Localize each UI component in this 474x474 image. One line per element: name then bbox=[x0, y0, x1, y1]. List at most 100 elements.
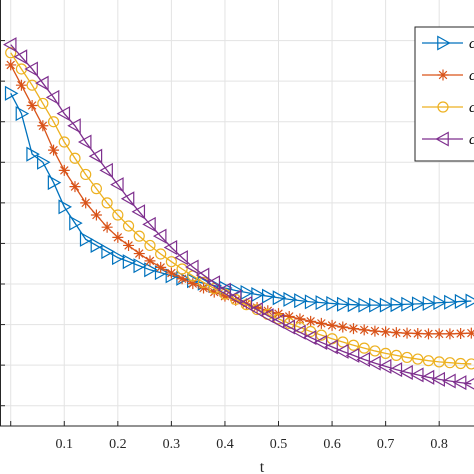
x-tick-label: 0.2 bbox=[109, 437, 127, 452]
series-2-point bbox=[380, 326, 392, 338]
series-1-point bbox=[90, 237, 105, 253]
series-1-point bbox=[37, 154, 51, 170]
series-1-point bbox=[251, 287, 265, 303]
series-1-point bbox=[369, 297, 383, 313]
series-2-point bbox=[5, 59, 17, 71]
series-1-point bbox=[133, 258, 147, 274]
series-4-point bbox=[356, 351, 371, 367]
series-3-line bbox=[10, 52, 472, 365]
series-2-point bbox=[369, 325, 381, 337]
series-2-point bbox=[37, 120, 49, 132]
series-4-point bbox=[88, 148, 103, 164]
series-2-point bbox=[58, 164, 70, 176]
series-1 bbox=[4, 85, 474, 313]
series-4-point bbox=[56, 106, 71, 122]
series-4-point bbox=[442, 373, 456, 389]
series-4-point bbox=[142, 216, 156, 232]
series-4-point bbox=[67, 118, 81, 134]
series-4-point bbox=[463, 378, 474, 390]
series-4-point bbox=[410, 367, 424, 383]
series-1-point bbox=[465, 293, 474, 309]
series-4-point bbox=[131, 204, 146, 220]
series-1-point bbox=[326, 295, 340, 311]
series-2-point bbox=[101, 221, 113, 233]
x-tick-label: 0.8 bbox=[430, 437, 448, 452]
series-3-point bbox=[133, 230, 145, 242]
x-tick-label: 0.3 bbox=[163, 437, 181, 452]
series-2-point bbox=[112, 231, 124, 243]
series-2-point bbox=[401, 327, 413, 339]
plot-series-group bbox=[2, 37, 474, 391]
series-1-point bbox=[154, 265, 169, 281]
series-3-point bbox=[112, 209, 124, 221]
series-4-point bbox=[260, 308, 274, 324]
series-1-point bbox=[26, 146, 40, 162]
legend: cccc bbox=[414, 26, 474, 162]
series-1-point bbox=[390, 297, 405, 313]
series-1-point bbox=[112, 250, 126, 266]
legend-entry-4: c bbox=[422, 131, 474, 148]
series-2-point bbox=[358, 324, 370, 336]
series-4-point bbox=[292, 324, 306, 340]
series-2-point bbox=[26, 99, 38, 111]
series-2-point bbox=[187, 278, 199, 290]
series-3-point bbox=[455, 357, 467, 370]
legend-marker bbox=[437, 101, 449, 113]
series-2-point bbox=[251, 302, 263, 314]
series-3 bbox=[5, 47, 474, 370]
series-3-point bbox=[176, 263, 188, 275]
series-3-point bbox=[80, 168, 92, 181]
series-2-point bbox=[444, 328, 456, 340]
series-2-point bbox=[455, 327, 467, 339]
series-2-point bbox=[198, 282, 210, 294]
series-4-point bbox=[195, 267, 210, 283]
series-4-point bbox=[377, 358, 392, 374]
series-1-point bbox=[358, 297, 372, 313]
x-tick-label: 0.4 bbox=[216, 437, 234, 452]
series-3-point bbox=[412, 353, 424, 365]
series-2-point bbox=[133, 248, 145, 260]
series-2-point bbox=[305, 315, 317, 327]
series-4-point bbox=[35, 75, 49, 91]
series-2-point bbox=[422, 328, 434, 340]
series-4-point bbox=[13, 49, 28, 65]
x-tick-label: 0.7 bbox=[377, 437, 395, 452]
series-3-point bbox=[122, 220, 135, 232]
series-3-point bbox=[433, 356, 445, 368]
series-2-point bbox=[15, 79, 27, 91]
series-1-point bbox=[444, 294, 458, 310]
series-4-point bbox=[270, 313, 285, 329]
series-1-point bbox=[79, 231, 94, 247]
series-3-point bbox=[422, 355, 435, 367]
legend-entry-1: c bbox=[422, 35, 474, 52]
legend-marker bbox=[437, 35, 451, 51]
series-2-point bbox=[90, 209, 102, 221]
series-4-point bbox=[24, 61, 38, 77]
series-4-point bbox=[152, 228, 167, 244]
series-2-point bbox=[208, 286, 220, 298]
series-1-point bbox=[15, 106, 30, 122]
series-3-point bbox=[390, 349, 402, 362]
series-4-point bbox=[399, 364, 413, 380]
series-3-point bbox=[465, 358, 474, 370]
series-1-point bbox=[272, 290, 287, 306]
series-1-point bbox=[122, 254, 137, 270]
series-4-point bbox=[45, 89, 60, 105]
x-tick-label: 0.5 bbox=[270, 437, 288, 452]
series-3-point bbox=[47, 116, 60, 128]
series-1-point bbox=[336, 296, 351, 312]
series-4 bbox=[2, 37, 474, 391]
series-4-point bbox=[367, 355, 381, 371]
series-2-point bbox=[337, 321, 349, 333]
series-4-point bbox=[281, 319, 296, 335]
series-1-point bbox=[69, 215, 83, 231]
series-3-point bbox=[401, 351, 413, 364]
series-3-point bbox=[101, 197, 113, 209]
series-3-point bbox=[144, 239, 156, 252]
series-4-point bbox=[77, 134, 92, 150]
series-2-point bbox=[465, 327, 474, 339]
series-1-point bbox=[4, 85, 19, 101]
series-3-point bbox=[165, 256, 177, 268]
x-axis-label: t bbox=[260, 459, 265, 474]
x-tick-label: 0.1 bbox=[56, 437, 74, 452]
